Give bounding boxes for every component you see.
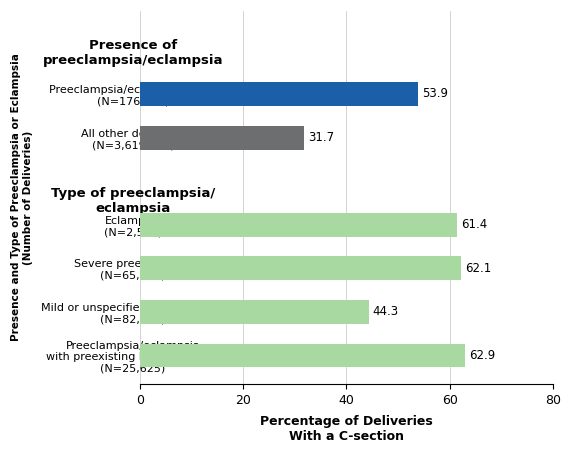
Bar bbox=[140, 300, 368, 324]
Text: 62.1: 62.1 bbox=[464, 262, 491, 275]
Bar bbox=[140, 257, 460, 280]
Text: 53.9: 53.9 bbox=[422, 88, 448, 100]
X-axis label: Percentage of Deliveries
With a C-section: Percentage of Deliveries With a C-sectio… bbox=[260, 415, 433, 443]
Bar bbox=[140, 344, 464, 367]
Bar bbox=[140, 126, 304, 149]
Text: 31.7: 31.7 bbox=[308, 131, 334, 144]
Text: 44.3: 44.3 bbox=[373, 306, 399, 318]
Bar bbox=[140, 82, 418, 106]
Bar bbox=[140, 213, 457, 237]
Text: 62.9: 62.9 bbox=[469, 349, 495, 362]
Text: 61.4: 61.4 bbox=[461, 218, 487, 231]
Y-axis label: Presence and Type of Preeclampsia or Eclampsia
(Number of Deliveries): Presence and Type of Preeclampsia or Ecl… bbox=[11, 54, 33, 341]
